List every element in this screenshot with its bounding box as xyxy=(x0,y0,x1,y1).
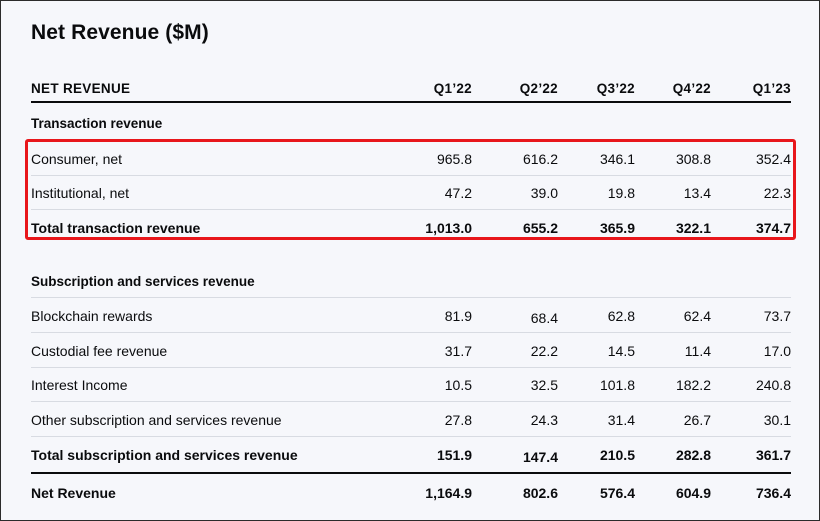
cell-value: 1,164.9 xyxy=(425,485,472,501)
cell-value: 24.3 xyxy=(530,412,558,428)
highlight-box xyxy=(25,139,796,240)
row-label: Net Revenue xyxy=(31,485,116,501)
cell-value: 240.8 xyxy=(755,377,791,393)
row-label: Blockchain rewards xyxy=(31,308,153,324)
table-row-total: Total subscription and services revenue … xyxy=(31,447,791,467)
cell-value: 147.4 xyxy=(522,449,558,465)
section-heading-subscription: Subscription and services revenue xyxy=(31,274,791,298)
table-row: Institutional, net 47.2 39.0 19.8 13.4 2… xyxy=(31,185,791,210)
table-row-net-revenue: Net Revenue 1,164.9 802.6 576.4 604.9 73… xyxy=(31,485,791,505)
cell-value: 1,013.0 xyxy=(425,220,472,236)
row-label: Other subscription and services revenue xyxy=(31,412,282,428)
cell-value: 151.9 xyxy=(436,447,472,463)
cell-value: 210.5 xyxy=(599,447,635,463)
section-label: Transaction revenue xyxy=(31,116,163,131)
table-row-total: Total transaction revenue 1,013.0 655.2 … xyxy=(31,220,791,240)
cell-value: 19.8 xyxy=(607,185,635,201)
cell-value: 47.2 xyxy=(444,185,472,201)
cell-value: 322.1 xyxy=(675,220,711,236)
cell-value: 352.4 xyxy=(755,151,791,167)
table-row: Interest Income 10.5 32.5 101.8 182.2 24… xyxy=(31,377,791,402)
cell-value: 14.5 xyxy=(607,343,635,359)
cell-value: 30.1 xyxy=(763,412,791,428)
cell-value: 68.4 xyxy=(530,310,558,326)
cell-value: 101.8 xyxy=(599,377,635,393)
row-label: Total transaction revenue xyxy=(31,220,201,236)
row-label: Total subscription and services revenue xyxy=(31,447,298,463)
cell-value: 365.9 xyxy=(599,220,635,236)
cell-value: 73.7 xyxy=(763,308,791,324)
table-row: Blockchain rewards 81.9 68.4 62.8 62.4 7… xyxy=(31,308,791,333)
cell-value: 655.2 xyxy=(522,220,558,236)
column-header-q2-22: Q2’22 xyxy=(519,81,558,96)
page-title: Net Revenue ($M) xyxy=(31,21,209,44)
cell-value: 736.4 xyxy=(755,485,791,501)
table-row: Consumer, net 965.8 616.2 346.1 308.8 35… xyxy=(31,151,791,176)
cell-value: 802.6 xyxy=(522,485,558,501)
row-label: Custodial fee revenue xyxy=(31,343,168,359)
column-header-q4-22: Q4’22 xyxy=(672,81,711,96)
cell-value: 26.7 xyxy=(683,412,711,428)
header-label: NET REVENUE xyxy=(31,81,131,96)
section-label: Subscription and services revenue xyxy=(31,274,255,289)
column-header-q1-22: Q1’22 xyxy=(433,81,472,96)
cell-value: 346.1 xyxy=(599,151,635,167)
cell-value: 22.3 xyxy=(763,185,791,201)
table-header: NET REVENUE Q1’22 Q2’22 Q3’22 Q4’22 Q1’2… xyxy=(31,79,791,103)
cell-value: 282.8 xyxy=(675,447,711,463)
cell-value: 308.8 xyxy=(675,151,711,167)
cell-value: 32.5 xyxy=(530,377,558,393)
cell-value: 604.9 xyxy=(675,485,711,501)
cell-value: 361.7 xyxy=(755,447,791,463)
cell-value: 374.7 xyxy=(755,220,791,236)
cell-value: 11.4 xyxy=(684,343,711,359)
row-label: Institutional, net xyxy=(31,185,130,201)
cell-value: 17.0 xyxy=(763,343,791,359)
column-header-q3-22: Q3’22 xyxy=(596,81,635,96)
cell-value: 39.0 xyxy=(530,185,558,201)
cell-value: 182.2 xyxy=(675,377,711,393)
cell-value: 965.8 xyxy=(436,151,472,167)
cell-value: 13.4 xyxy=(683,185,711,201)
cell-value: 22.2 xyxy=(530,343,558,359)
cell-value: 62.4 xyxy=(683,308,711,324)
column-header-q1-23: Q1’23 xyxy=(752,81,791,96)
cell-value: 31.7 xyxy=(444,343,472,359)
row-label: Consumer, net xyxy=(31,151,123,167)
cell-value: 62.8 xyxy=(607,308,635,324)
cell-value: 31.4 xyxy=(607,412,635,428)
cell-value: 616.2 xyxy=(522,151,558,167)
table-row: Custodial fee revenue 31.7 22.2 14.5 11.… xyxy=(31,343,791,368)
cell-value: 576.4 xyxy=(599,485,635,501)
divider xyxy=(31,472,791,474)
table-row: Other subscription and services revenue … xyxy=(31,412,791,437)
cell-value: 81.9 xyxy=(444,308,472,324)
cell-value: 10.5 xyxy=(444,377,472,393)
cell-value: 27.8 xyxy=(444,412,472,428)
row-label: Interest Income xyxy=(31,377,128,393)
